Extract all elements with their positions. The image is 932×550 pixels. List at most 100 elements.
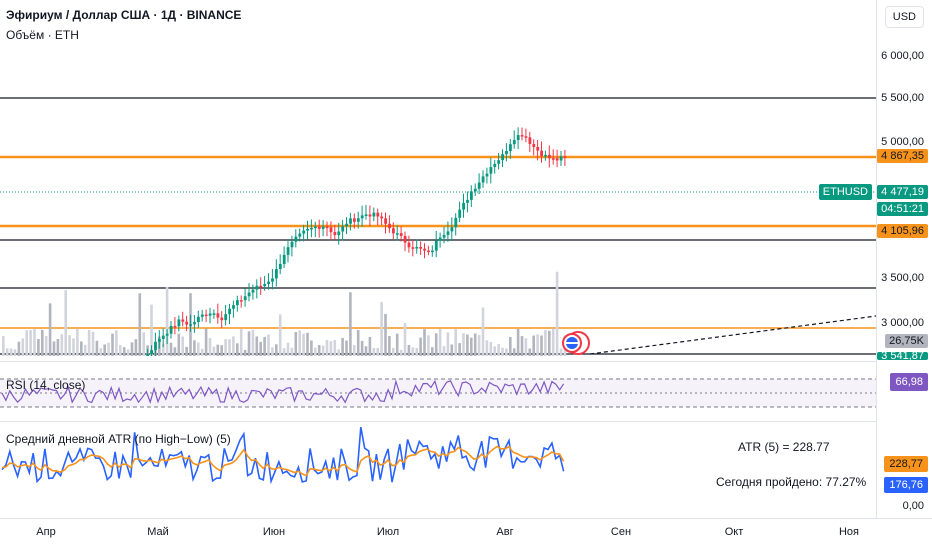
volume-bar [99,348,103,356]
candle-body [325,226,329,229]
atr-legend[interactable]: Средний дневной ATR (по High−Low) (5) [6,432,231,446]
volume-bar [267,334,270,356]
candle-body [520,135,524,137]
candle-body [173,325,177,328]
volume-bar [411,347,415,356]
candle-body [271,278,274,282]
volume-bar [290,347,294,356]
volume-bar [446,332,450,356]
candle-body [337,231,341,236]
volume-bar [161,343,165,356]
volume-bar [52,341,56,356]
volume-bar [197,342,200,356]
rsi-legend[interactable]: RSI (14, close) [6,378,86,392]
volume-bar [360,340,364,356]
candle-body [333,232,337,236]
volume-bar [220,345,223,356]
volume-bar [520,336,524,356]
volume-bar [384,313,387,356]
candle-body [442,234,446,238]
candle-body [497,160,501,164]
volume-bar [551,328,555,356]
candle-body [236,300,239,306]
volume-bar [466,334,469,356]
volume-bar [509,337,512,356]
volume-bar [477,334,481,356]
candle-body [169,325,173,334]
volume-bar [536,334,539,356]
candle-body [403,235,407,243]
candle-body [555,158,559,161]
candle-body [434,240,438,251]
volume-bar [64,290,67,356]
volume-bar [314,347,317,356]
volume-bar [33,328,36,356]
candle-body [540,150,543,157]
volume-bar [111,333,114,356]
candle-body [321,226,325,229]
volume-bar [275,344,278,356]
volume-bar [247,331,251,356]
volume-bars [2,271,567,356]
volume-bar [76,328,79,356]
volume-bar [208,338,212,356]
volume-bar [9,348,13,356]
candle-body [501,154,504,161]
candle-body [185,321,189,325]
candle-body [329,227,333,233]
chart-title[interactable]: Эфириум / Доллар США · 1Д · BINANCE [6,8,242,22]
candle-body [353,218,356,222]
volume-bar [130,342,134,356]
volume-bar [325,340,329,356]
volume-bar [103,344,106,356]
atr-badge-orange: 228,77 [884,456,928,472]
volume-bar [356,330,360,356]
candle-body [477,182,481,189]
price-axis-label: 5 500,00 [881,92,924,104]
volume-bar [115,330,118,356]
candle-body [509,144,512,152]
candle-body [267,281,270,285]
volume-bar [68,335,71,356]
candle-body [154,341,157,351]
time-axis-label: Сен [610,526,632,538]
candle-body [512,140,516,145]
symbol-tag: ETHUSD [818,184,872,200]
volume-bar [25,330,28,356]
volume-legend[interactable]: Объём · ETH [6,28,79,42]
candle-body [282,254,286,264]
volume-bar [282,348,286,356]
candle-body [485,173,489,177]
volume-bar [431,347,434,356]
currency-button[interactable]: USD [884,6,924,28]
volume-bar [442,346,446,356]
candle-body [438,237,442,241]
volume-bar [60,334,64,356]
volume-bar [489,342,493,356]
volume-bar [505,348,508,356]
volume-bar [5,348,9,356]
candle-body [197,316,200,323]
volume-bar [548,330,551,356]
volume-bar [255,336,259,356]
volume-bar [298,330,301,356]
candle-body [146,354,150,356]
candle-body [177,319,181,327]
candle-body [450,227,454,232]
volume-bar [165,286,169,356]
candle-body [290,241,294,248]
candle-body [356,218,360,222]
candle-body [395,233,399,235]
volume-bar [419,337,422,356]
candle-body [259,285,263,288]
volume-bar [181,336,184,356]
candle-body [380,216,384,219]
candle-body [384,218,387,224]
price-axis-label: 3 500,00 [881,272,924,284]
volume-bar [376,348,379,356]
volume-bar [302,333,305,356]
candle-body [255,285,259,290]
time-axis-label: Июн [262,526,286,538]
candle-body [232,305,235,309]
